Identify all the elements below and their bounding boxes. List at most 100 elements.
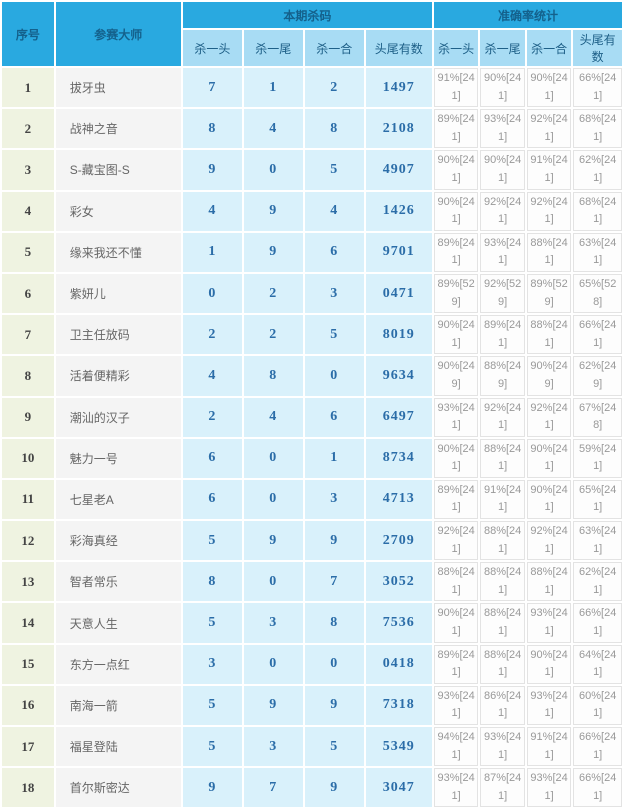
master-name: 紫妍儿: [55, 273, 181, 314]
stat-kill-sum-accuracy: 90%[241]: [526, 479, 572, 520]
row-seq-number: 8: [2, 356, 54, 396]
stat-kill-head-accuracy: 94%[241]: [433, 727, 479, 767]
table-row: 5 缘来我还不懂 1 9 6 9701 89%[241] 93%[241] 88…: [2, 232, 622, 272]
kill-sum-value: 9: [304, 685, 364, 725]
column-header-master: 参赛大师: [55, 2, 181, 66]
kill-tail-value: 4: [243, 397, 303, 437]
stat-kill-tail-accuracy: 93%[241]: [480, 232, 525, 272]
master-name: 潮汕的汉子: [55, 397, 181, 437]
master-name: 战神之音: [55, 109, 181, 149]
headtail-numbers-value: 7318: [365, 685, 432, 725]
kill-head-value: 9: [182, 768, 242, 808]
kill-sum-value: 4: [304, 191, 364, 231]
row-seq-number: 17: [2, 727, 54, 767]
kill-head-value: 2: [182, 397, 242, 437]
stat-kill-tail-accuracy: 87%[241]: [480, 768, 525, 808]
table-row: 7 卫主任放码 2 2 5 8019 90%[241] 89%[241] 88%…: [2, 315, 622, 355]
master-name: 彩海真经: [55, 521, 181, 561]
stat-headtail-accuracy: 66%[241]: [573, 315, 622, 355]
headtail-numbers-value: 3052: [365, 562, 432, 602]
kill-sum-value: 5: [304, 150, 364, 190]
stat-kill-tail-accuracy: 88%[241]: [480, 521, 525, 561]
stat-kill-tail-accuracy: 88%[241]: [480, 644, 525, 684]
kill-head-value: 2: [182, 315, 242, 355]
table-row: 10 魅力一号 6 0 1 8734 90%[241] 88%[241] 90%…: [2, 438, 622, 478]
kill-sum-value: 6: [304, 232, 364, 272]
stat-kill-sum-accuracy: 93%[241]: [526, 603, 572, 643]
kill-tail-value: 0: [243, 479, 303, 520]
table-row: 2 战神之音 8 4 8 2108 89%[241] 93%[241] 92%[…: [2, 109, 622, 149]
stat-headtail-accuracy: 68%[241]: [573, 191, 622, 231]
row-seq-number: 2: [2, 109, 54, 149]
kill-head-value: 8: [182, 562, 242, 602]
table-row: 8 活着便精彩 4 8 0 9634 90%[249] 88%[249] 90%…: [2, 356, 622, 396]
headtail-numbers-value: 3047: [365, 768, 432, 808]
kill-sum-value: 6: [304, 397, 364, 437]
stat-headtail-accuracy: 62%[249]: [573, 356, 622, 396]
table-row: 3 S-藏宝图-S 9 0 5 4907 90%[241] 90%[241] 9…: [2, 150, 622, 190]
stat-kill-sum-accuracy: 92%[241]: [526, 191, 572, 231]
subheader-kill-head: 杀一头: [182, 30, 242, 66]
stat-kill-head-accuracy: 90%[241]: [433, 315, 479, 355]
kill-sum-value: 0: [304, 644, 364, 684]
table-row: 6 紫妍儿 0 2 3 0471 89%[529] 92%[529] 89%[5…: [2, 273, 622, 314]
stat-kill-head-accuracy: 93%[241]: [433, 397, 479, 437]
kill-sum-value: 1: [304, 438, 364, 478]
subheader-stat-kill-sum: 杀一合: [526, 30, 572, 66]
stat-kill-sum-accuracy: 93%[241]: [526, 768, 572, 808]
kill-tail-value: 9: [243, 521, 303, 561]
headtail-numbers-value: 1497: [365, 68, 432, 108]
headtail-numbers-value: 4907: [365, 150, 432, 190]
kill-head-value: 9: [182, 150, 242, 190]
row-seq-number: 1: [2, 68, 54, 108]
stat-kill-sum-accuracy: 93%[241]: [526, 685, 572, 725]
stat-kill-tail-accuracy: 88%[249]: [480, 356, 525, 396]
row-seq-number: 4: [2, 191, 54, 231]
row-seq-number: 7: [2, 315, 54, 355]
row-seq-number: 11: [2, 479, 54, 520]
row-seq-number: 18: [2, 768, 54, 808]
stat-headtail-accuracy: 66%[241]: [573, 768, 622, 808]
stat-kill-head-accuracy: 90%[241]: [433, 150, 479, 190]
table-row: 18 首尔斯密达 9 7 9 3047 93%[241] 87%[241] 93…: [2, 768, 622, 808]
kill-tail-value: 0: [243, 150, 303, 190]
group-header-current-kill-codes: 本期杀码: [182, 2, 432, 28]
stat-kill-tail-accuracy: 89%[241]: [480, 315, 525, 355]
master-name: 卫主任放码: [55, 315, 181, 355]
table-row: 16 南海一箭 5 9 9 7318 93%[241] 86%[241] 93%…: [2, 685, 622, 725]
table-row: 13 智者常乐 8 0 7 3052 88%[241] 88%[241] 88%…: [2, 562, 622, 602]
kill-head-value: 5: [182, 685, 242, 725]
kill-head-value: 6: [182, 479, 242, 520]
stat-headtail-accuracy: 62%[241]: [573, 562, 622, 602]
stat-kill-tail-accuracy: 90%[241]: [480, 150, 525, 190]
stat-kill-tail-accuracy: 92%[241]: [480, 191, 525, 231]
kill-tail-value: 0: [243, 438, 303, 478]
stat-kill-head-accuracy: 90%[241]: [433, 603, 479, 643]
master-name: 缘来我还不懂: [55, 232, 181, 272]
stat-kill-tail-accuracy: 92%[241]: [480, 397, 525, 437]
stat-kill-tail-accuracy: 93%[241]: [480, 109, 525, 149]
row-seq-number: 3: [2, 150, 54, 190]
kill-tail-value: 9: [243, 685, 303, 725]
table-row: 17 福星登陆 5 3 5 5349 94%[241] 93%[241] 91%…: [2, 727, 622, 767]
table-row: 4 彩女 4 9 4 1426 90%[241] 92%[241] 92%[24…: [2, 191, 622, 231]
group-header-accuracy-stats: 准确率统计: [433, 2, 622, 28]
stat-kill-head-accuracy: 90%[249]: [433, 356, 479, 396]
headtail-numbers-value: 8019: [365, 315, 432, 355]
master-name: 福星登陆: [55, 727, 181, 767]
kill-tail-value: 4: [243, 109, 303, 149]
master-name: 南海一箭: [55, 685, 181, 725]
table-row: 1 拔牙虫 7 1 2 1497 91%[241] 90%[241] 90%[2…: [2, 68, 622, 108]
headtail-numbers-value: 0471: [365, 273, 432, 314]
column-header-seq: 序号: [2, 2, 54, 66]
table-row: 15 东方一点红 3 0 0 0418 89%[241] 88%[241] 90…: [2, 644, 622, 684]
stat-kill-sum-accuracy: 88%[241]: [526, 232, 572, 272]
kill-head-value: 4: [182, 356, 242, 396]
headtail-numbers-value: 9634: [365, 356, 432, 396]
kill-sum-value: 8: [304, 109, 364, 149]
table-row: 11 七星老A 6 0 3 4713 89%[241] 91%[241] 90%…: [2, 479, 622, 520]
kill-sum-value: 9: [304, 768, 364, 808]
kill-head-value: 5: [182, 603, 242, 643]
kill-sum-value: 3: [304, 479, 364, 520]
